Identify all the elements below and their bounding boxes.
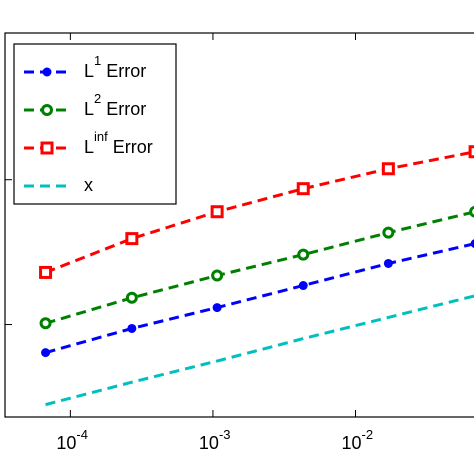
- legend-label: L2 Error: [84, 91, 146, 118]
- legend-suffix: Error: [106, 61, 146, 81]
- point: [383, 258, 393, 268]
- point: [470, 239, 474, 248]
- legend-name: L: [84, 61, 94, 81]
- x-tick-label: 10-3: [199, 427, 231, 452]
- point: [468, 145, 474, 159]
- point: [210, 205, 224, 219]
- legend-name: x: [84, 175, 93, 195]
- point: [382, 226, 395, 239]
- x-tick-exponent: -4: [76, 427, 88, 442]
- legend-suffix: Error: [113, 137, 153, 157]
- point: [41, 104, 53, 116]
- legend-label: L1 Error: [84, 53, 146, 80]
- point: [212, 303, 222, 313]
- point: [298, 281, 308, 291]
- x-tick-base: 10: [56, 433, 76, 453]
- series-line: [45, 242, 474, 355]
- legend-superscript: 2: [94, 91, 101, 106]
- legend-label: x: [84, 175, 93, 195]
- series-line: [45, 150, 474, 274]
- point: [39, 265, 53, 279]
- legend-superscript: 1: [94, 53, 101, 68]
- x-tick-label: 10-2: [342, 427, 374, 452]
- legend-name: L: [84, 137, 94, 157]
- point: [41, 348, 51, 358]
- point: [469, 205, 474, 218]
- point: [125, 291, 138, 304]
- series-line: [45, 210, 474, 325]
- x-tick-base: 10: [199, 433, 219, 453]
- point: [125, 232, 139, 246]
- legend-superscript: inf: [94, 129, 108, 144]
- point: [211, 269, 224, 282]
- legend-name: L: [84, 99, 94, 119]
- x-tick-base: 10: [342, 433, 362, 453]
- point: [296, 182, 310, 196]
- point: [40, 141, 54, 155]
- x-tick-exponent: -3: [219, 427, 231, 442]
- point: [39, 317, 52, 330]
- plot-area: [4, 32, 474, 418]
- legend-label: Linf Error: [84, 129, 153, 156]
- legend-suffix: Error: [106, 99, 146, 119]
- point: [42, 67, 52, 77]
- x-tick-exponent: -2: [362, 427, 374, 442]
- point: [381, 162, 395, 176]
- point: [297, 248, 310, 261]
- point: [127, 323, 137, 333]
- series-line: [45, 294, 474, 407]
- x-tick-label: 10-4: [56, 427, 88, 452]
